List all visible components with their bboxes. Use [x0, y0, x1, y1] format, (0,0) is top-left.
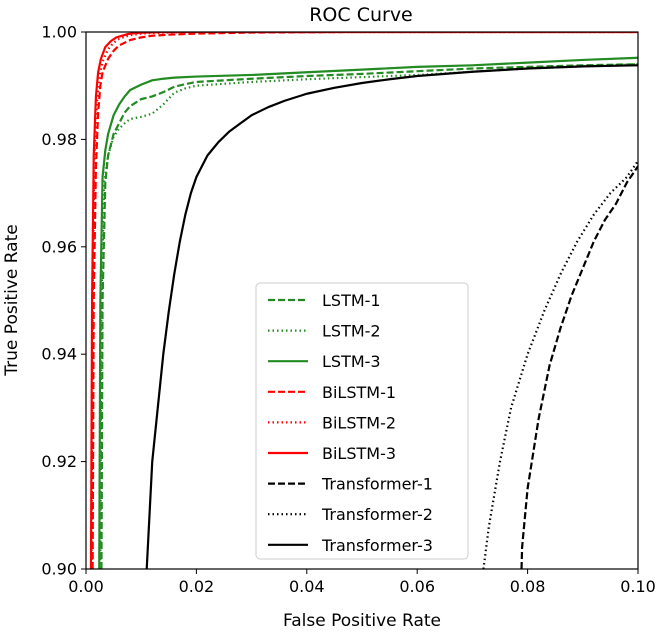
x-tick-label: 0.02	[179, 577, 215, 596]
y-tick-label: 1.00	[41, 23, 77, 42]
series-line-lstm-1	[100, 63, 638, 569]
x-axis: 0.00 0.02 0.04 0.06 0.08 0.10	[68, 569, 656, 596]
series-line-lstm-3	[98, 56, 638, 569]
series-line-transformer-2	[482, 160, 638, 569]
x-tick-label: 0.06	[399, 577, 435, 596]
y-tick-label: 0.98	[41, 130, 77, 149]
series-line-transformer-1	[520, 165, 638, 569]
x-tick-label: 0.10	[620, 577, 656, 596]
legend-label-bilstm-3: BiLSTM-3	[322, 444, 396, 463]
y-tick-label: 0.96	[41, 237, 77, 256]
series-line-bilstm-2	[90, 32, 638, 569]
plot-frame	[85, 31, 639, 570]
x-tick-label: 0.00	[68, 577, 104, 596]
x-tick-label: 0.04	[289, 577, 325, 596]
legend-label-transformer-1: Transformer-1	[321, 475, 433, 494]
series-line-bilstm-1	[91, 32, 638, 569]
chart-title: ROC Curve	[309, 4, 413, 26]
legend-label-bilstm-2: BiLSTM-2	[322, 413, 396, 432]
legend-box	[255, 282, 469, 560]
y-tick-label: 0.92	[41, 452, 77, 471]
legend-label-lstm-3: LSTM-3	[322, 352, 381, 371]
x-tick-label: 0.08	[510, 577, 546, 596]
y-axis-title: True Positive Rate	[2, 224, 22, 376]
series-layer	[89, 32, 638, 569]
y-axis: 0.90 0.92 0.94 0.96 0.98 1.00	[41, 23, 86, 579]
legend-label-lstm-1: LSTM-1	[322, 291, 381, 310]
y-tick-label: 0.94	[41, 345, 77, 364]
legend-label-transformer-2: Transformer-2	[321, 505, 433, 524]
series-line-transformer-3	[145, 64, 638, 569]
y-tick-label: 0.90	[41, 560, 77, 579]
x-axis-title: False Positive Rate	[283, 611, 441, 631]
legend-label-bilstm-1: BiLSTM-1	[322, 383, 396, 402]
legend: LSTM-1 LSTM-2 LSTM-3 BiLSTM-1 BiLSTM-2 BiLSTM…	[255, 282, 469, 560]
legend-label-lstm-2: LSTM-2	[322, 322, 381, 341]
legend-label-transformer-3: Transformer-3	[321, 536, 433, 555]
